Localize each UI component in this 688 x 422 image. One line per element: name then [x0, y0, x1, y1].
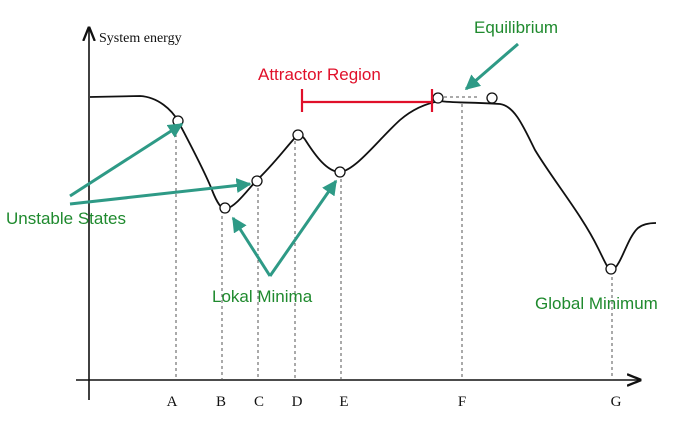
tick-label-f: F [458, 394, 466, 410]
energy-curve [89, 95, 657, 272]
state-circle-g [605, 263, 617, 275]
tick-label-a: A [167, 394, 178, 410]
tick-label-d: D [292, 394, 303, 410]
unstable-states-label: Unstable States [6, 209, 126, 228]
local-minima-arrow-b [231, 216, 272, 277]
unstable-arrow-c [69, 178, 252, 206]
equilibrium-arrow [464, 42, 519, 91]
state-circle-c [251, 175, 263, 187]
dashed-guides [175, 96, 613, 380]
equilibrium-label: Equilibrium [474, 18, 558, 37]
tick-label-e: E [339, 394, 348, 410]
state-circle-f-right [486, 92, 498, 104]
tick-label-c: C [254, 394, 264, 410]
tick-label-g: G [611, 394, 622, 410]
state-circle-f-left [432, 92, 444, 104]
local-minima-arrow-e [268, 179, 338, 277]
state-circle-b [219, 202, 231, 214]
global-minimum-label: Global Minimum [535, 294, 658, 313]
state-markers [172, 92, 617, 275]
state-circle-d [292, 129, 304, 141]
unstable-arrow-a [69, 122, 184, 198]
local-minima-label: Lokal Minima [212, 287, 313, 306]
attractor-region-bracket [300, 89, 434, 112]
tick-label-b: B [216, 394, 226, 410]
y-axis-label: System energy [99, 31, 182, 46]
state-circle-e [334, 166, 346, 178]
attractor-region-label: Attractor Region [258, 65, 381, 84]
